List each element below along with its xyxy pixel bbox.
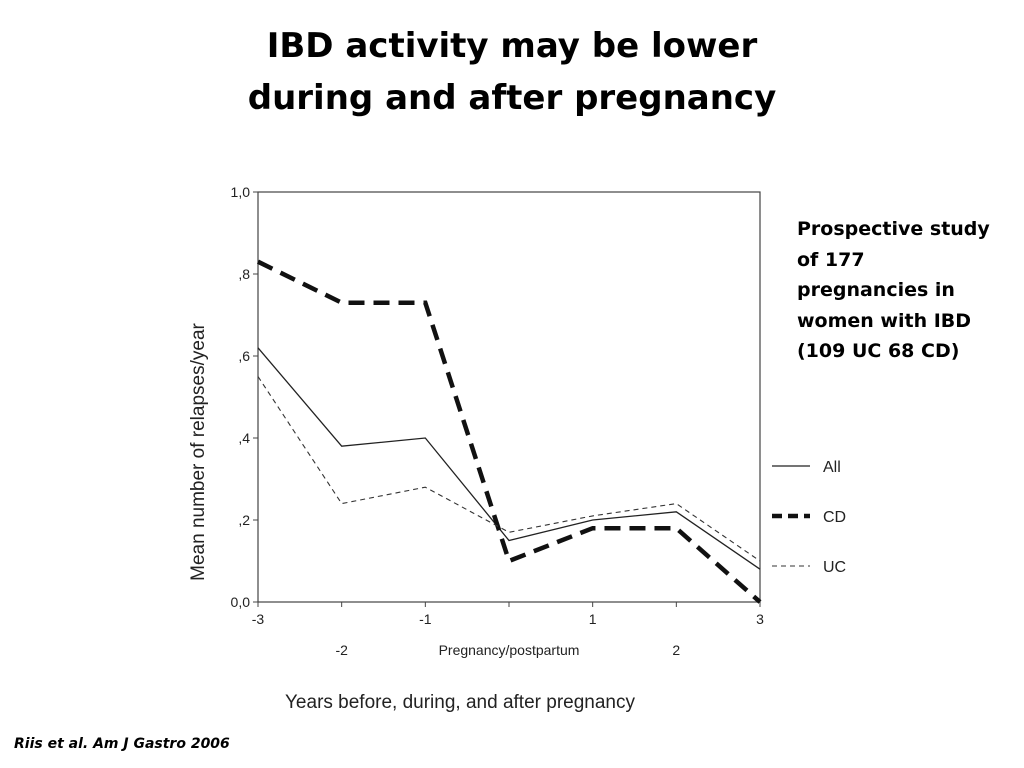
- x-axis-title: Years before, during, and after pregnanc…: [285, 692, 635, 713]
- legend-label-all: All: [823, 459, 841, 476]
- legend-label-uc: UC: [823, 559, 846, 576]
- note-line: women with IBD: [797, 309, 972, 332]
- legend: All CD UC: [772, 459, 846, 576]
- y-tick-label: ,6: [238, 348, 250, 364]
- series-line-all: [257, 347, 761, 570]
- y-axis-title: Mean number of relapses/year: [188, 322, 209, 580]
- slide-title: IBD activity may be lower during and aft…: [0, 20, 1024, 124]
- study-note: Prospective study of 177 pregnancies in …: [797, 214, 1007, 367]
- x-tick-label: 1: [589, 611, 597, 627]
- x-tick-label: 3: [756, 611, 764, 627]
- note-line: (109 UC 68 CD): [797, 340, 960, 362]
- x-tick-label: 2: [672, 642, 680, 658]
- note-line: of 177: [797, 248, 865, 271]
- note-line: pregnancies in: [797, 279, 955, 301]
- y-tick-label: ,8: [238, 266, 250, 282]
- y-tick-label: 0,0: [231, 594, 251, 610]
- y-tick-label: 1,0: [231, 184, 251, 200]
- citation: Riis et al. Am J Gastro 2006: [14, 736, 230, 752]
- x-tick-label: -3: [252, 611, 265, 627]
- y-tick-label: ,2: [238, 512, 250, 528]
- axes: 0,0 ,2 ,4 ,6 ,8 1,0 -3 -2 -1 Pregnancy/postpartum…: [231, 184, 765, 658]
- x-tick-label: -2: [335, 642, 348, 658]
- title-line-2: during and after pregnancy: [247, 78, 777, 118]
- series-line-cd: [257, 259, 762, 604]
- y-tick-label: ,4: [238, 430, 250, 446]
- title-line-1: IBD activity may be lower: [266, 26, 758, 66]
- series-group: [257, 259, 762, 604]
- x-tick-label: Pregnancy/postpartum: [439, 642, 580, 658]
- x-tick-label: -1: [419, 611, 432, 627]
- note-line: Prospective study: [797, 218, 990, 240]
- legend-label-cd: CD: [823, 509, 846, 526]
